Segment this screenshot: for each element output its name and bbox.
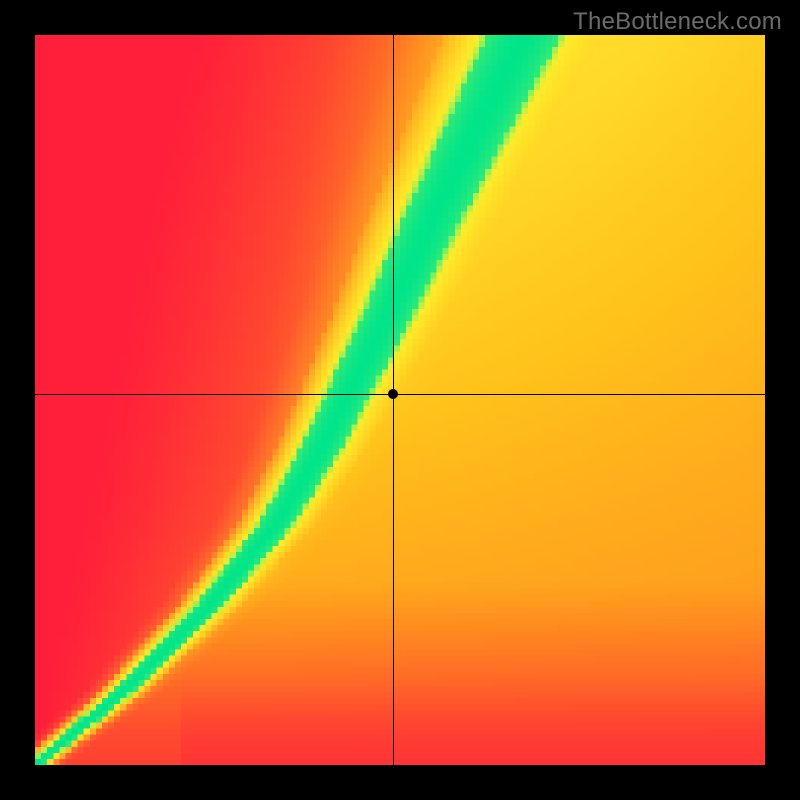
- crosshair-horizontal: [35, 394, 765, 395]
- heatmap-canvas: [35, 35, 765, 765]
- crosshair-vertical: [393, 35, 394, 765]
- heatmap-plot: [35, 35, 765, 765]
- marker-dot: [388, 389, 398, 399]
- watermark-text: TheBottleneck.com: [573, 8, 782, 36]
